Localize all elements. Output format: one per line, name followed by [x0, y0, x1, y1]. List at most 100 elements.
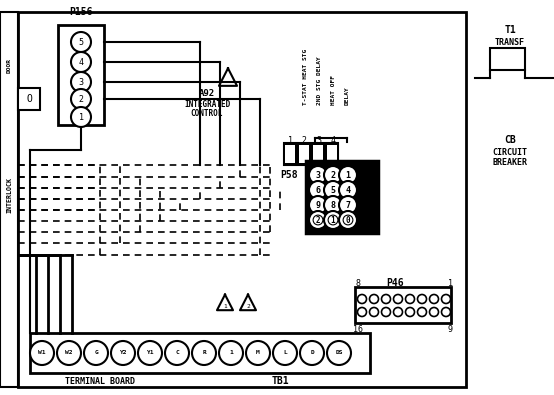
Circle shape: [370, 295, 378, 303]
Text: 4: 4: [79, 58, 84, 66]
Text: 5: 5: [331, 186, 336, 194]
Text: DOOR: DOOR: [7, 58, 12, 73]
Text: DS: DS: [335, 350, 343, 356]
Text: T1: T1: [504, 25, 516, 35]
Circle shape: [429, 307, 439, 316]
Circle shape: [339, 196, 357, 214]
Text: 2: 2: [316, 216, 320, 224]
Circle shape: [71, 89, 91, 109]
Circle shape: [327, 341, 351, 365]
Text: D: D: [310, 350, 314, 356]
Text: P46: P46: [386, 278, 404, 288]
Text: W2: W2: [65, 350, 73, 356]
Circle shape: [357, 307, 367, 316]
Text: 1: 1: [79, 113, 84, 122]
Circle shape: [382, 295, 391, 303]
Circle shape: [339, 211, 357, 229]
Circle shape: [324, 211, 342, 229]
Circle shape: [309, 211, 327, 229]
Circle shape: [273, 341, 297, 365]
Bar: [490, 48, 525, 70]
Text: 8: 8: [356, 278, 361, 288]
Text: T-STAT HEAT STG: T-STAT HEAT STG: [302, 49, 307, 105]
Text: W1: W1: [38, 350, 46, 356]
Circle shape: [309, 166, 327, 184]
Bar: [312, 143, 324, 165]
Text: 16: 16: [353, 325, 363, 335]
Circle shape: [357, 295, 367, 303]
Text: 1: 1: [448, 278, 453, 288]
Circle shape: [71, 107, 91, 127]
Circle shape: [246, 341, 270, 365]
Bar: [285, 145, 295, 163]
Circle shape: [84, 341, 108, 365]
Text: 4: 4: [346, 186, 351, 194]
Text: BREAKER: BREAKER: [493, 158, 527, 167]
Circle shape: [309, 196, 327, 214]
Circle shape: [57, 341, 81, 365]
Text: TERMINAL BOARD: TERMINAL BOARD: [65, 376, 135, 386]
Circle shape: [324, 196, 342, 214]
Text: 8: 8: [331, 201, 336, 209]
Circle shape: [442, 295, 450, 303]
Circle shape: [393, 307, 403, 316]
Text: TB1: TB1: [271, 376, 289, 386]
Text: 2: 2: [331, 171, 336, 179]
Text: L: L: [283, 350, 287, 356]
Text: 2ND STG DELAY: 2ND STG DELAY: [316, 56, 321, 105]
Text: 4: 4: [331, 135, 336, 145]
Bar: [313, 145, 323, 163]
Circle shape: [71, 52, 91, 72]
Text: CONTROL: CONTROL: [191, 109, 223, 118]
Text: 1: 1: [288, 135, 293, 145]
Circle shape: [138, 341, 162, 365]
Text: A92: A92: [199, 89, 215, 98]
Bar: [326, 143, 338, 165]
Text: 5: 5: [79, 38, 84, 47]
Circle shape: [370, 307, 378, 316]
Circle shape: [429, 295, 439, 303]
Bar: [30, 333, 370, 373]
Text: 6: 6: [315, 186, 321, 194]
Circle shape: [418, 295, 427, 303]
Circle shape: [71, 32, 91, 52]
Circle shape: [442, 307, 450, 316]
Circle shape: [339, 181, 357, 199]
Text: CB: CB: [504, 135, 516, 145]
Text: 3: 3: [316, 135, 321, 145]
Circle shape: [192, 341, 216, 365]
Text: 2: 2: [246, 303, 250, 308]
Text: 3: 3: [315, 171, 321, 179]
Bar: [298, 143, 310, 165]
Bar: [18, 12, 466, 387]
Circle shape: [300, 341, 324, 365]
Text: 1: 1: [223, 303, 227, 308]
Text: DELAY: DELAY: [345, 86, 350, 105]
Text: 9: 9: [315, 201, 321, 209]
Text: 7: 7: [346, 201, 351, 209]
Circle shape: [339, 166, 357, 184]
Bar: [299, 145, 309, 163]
Text: HEAT OFF: HEAT OFF: [331, 75, 336, 105]
Text: 9: 9: [448, 325, 453, 335]
Text: 1: 1: [346, 171, 351, 179]
Text: P156: P156: [69, 7, 93, 17]
Bar: [284, 143, 296, 165]
Text: TRANSF: TRANSF: [495, 38, 525, 47]
Bar: [355, 287, 451, 323]
Circle shape: [71, 72, 91, 92]
Circle shape: [406, 295, 414, 303]
Circle shape: [309, 181, 327, 199]
Text: O: O: [26, 94, 32, 104]
Circle shape: [111, 341, 135, 365]
Bar: [0, 12, 18, 387]
Circle shape: [382, 307, 391, 316]
Text: G: G: [94, 350, 98, 356]
Text: Y1: Y1: [146, 350, 154, 356]
Text: M: M: [256, 350, 260, 356]
Circle shape: [406, 307, 414, 316]
Circle shape: [30, 341, 54, 365]
Bar: [327, 145, 337, 163]
Text: 1: 1: [331, 216, 335, 224]
Text: INTEGRATED: INTEGRATED: [184, 100, 230, 109]
